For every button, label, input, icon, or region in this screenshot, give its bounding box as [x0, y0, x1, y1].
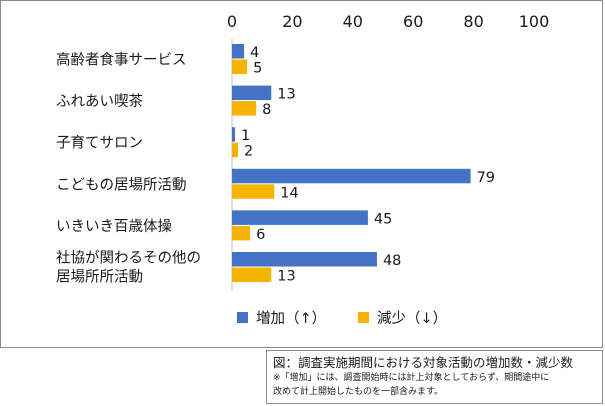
legend-label: 減少（↓）	[377, 310, 447, 327]
caption-note-line-1: ※「増加」には、調査開始時には計上対象としておらず、期間途中に	[273, 373, 550, 383]
category-label: 子育てサロン	[56, 135, 143, 152]
category-label: いきいき百歳体操	[56, 218, 172, 235]
bar	[232, 210, 368, 225]
x-tick-label: 0	[227, 12, 237, 31]
category-label: こどもの居場所活動	[56, 176, 187, 193]
x-tick-label: 80	[463, 12, 483, 31]
x-tick-label: 20	[282, 12, 302, 31]
bar	[232, 225, 251, 241]
figure-caption: 図：調査実施期間における対象活動の増加数・減少数 ※「増加」には、調査開始時には…	[266, 350, 603, 404]
data-label: 4	[250, 45, 259, 61]
bar	[232, 44, 245, 59]
data-label: 13	[277, 87, 295, 103]
data-label: 1	[241, 128, 250, 144]
bar	[232, 142, 239, 158]
bar	[232, 59, 248, 74]
bar	[232, 127, 236, 142]
data-label: 2	[244, 144, 253, 160]
bar	[232, 184, 275, 199]
x-tick-label: 40	[343, 12, 363, 31]
legend-swatch	[358, 312, 369, 323]
bar	[232, 101, 257, 116]
bar	[232, 168, 471, 184]
data-label: 48	[383, 253, 401, 269]
bar	[232, 267, 272, 282]
category-label: 社協が関わるその他の	[56, 250, 201, 267]
category-label: 居場所所活動	[56, 269, 143, 286]
bar	[232, 85, 272, 101]
data-label: 79	[477, 170, 495, 186]
bar-chart: 0 20 40 60 80 100 高齢者食事サービス 45 ふれあい喫茶 13 8 子育てサロン 12…	[56, 12, 550, 327]
x-tick-label: 100	[519, 12, 550, 31]
data-label: 8	[262, 102, 271, 118]
legend-label: 増加（↑）	[256, 310, 326, 327]
bar	[232, 252, 377, 267]
data-label: 13	[277, 269, 295, 285]
data-label: 5	[253, 61, 262, 77]
category-label: 高齢者食事サービス	[56, 52, 187, 69]
legend-swatch	[237, 312, 248, 323]
data-label: 45	[374, 211, 392, 227]
chart-frame: 0 20 40 60 80 100 高齢者食事サービス 4 5 ふれあい喫茶 13 8 子育てサロン 1 2…	[0, 0, 603, 348]
caption-note-line-2: 改めて計上開始したものを一部含みます。	[273, 387, 444, 397]
caption-title: 図：調査実施期間における対象活動の増加数・減少数	[273, 355, 574, 370]
x-tick-label: 60	[403, 12, 423, 31]
data-label: 6	[256, 227, 265, 243]
data-label: 14	[280, 185, 298, 201]
category-label: ふれあい喫茶	[56, 93, 143, 110]
